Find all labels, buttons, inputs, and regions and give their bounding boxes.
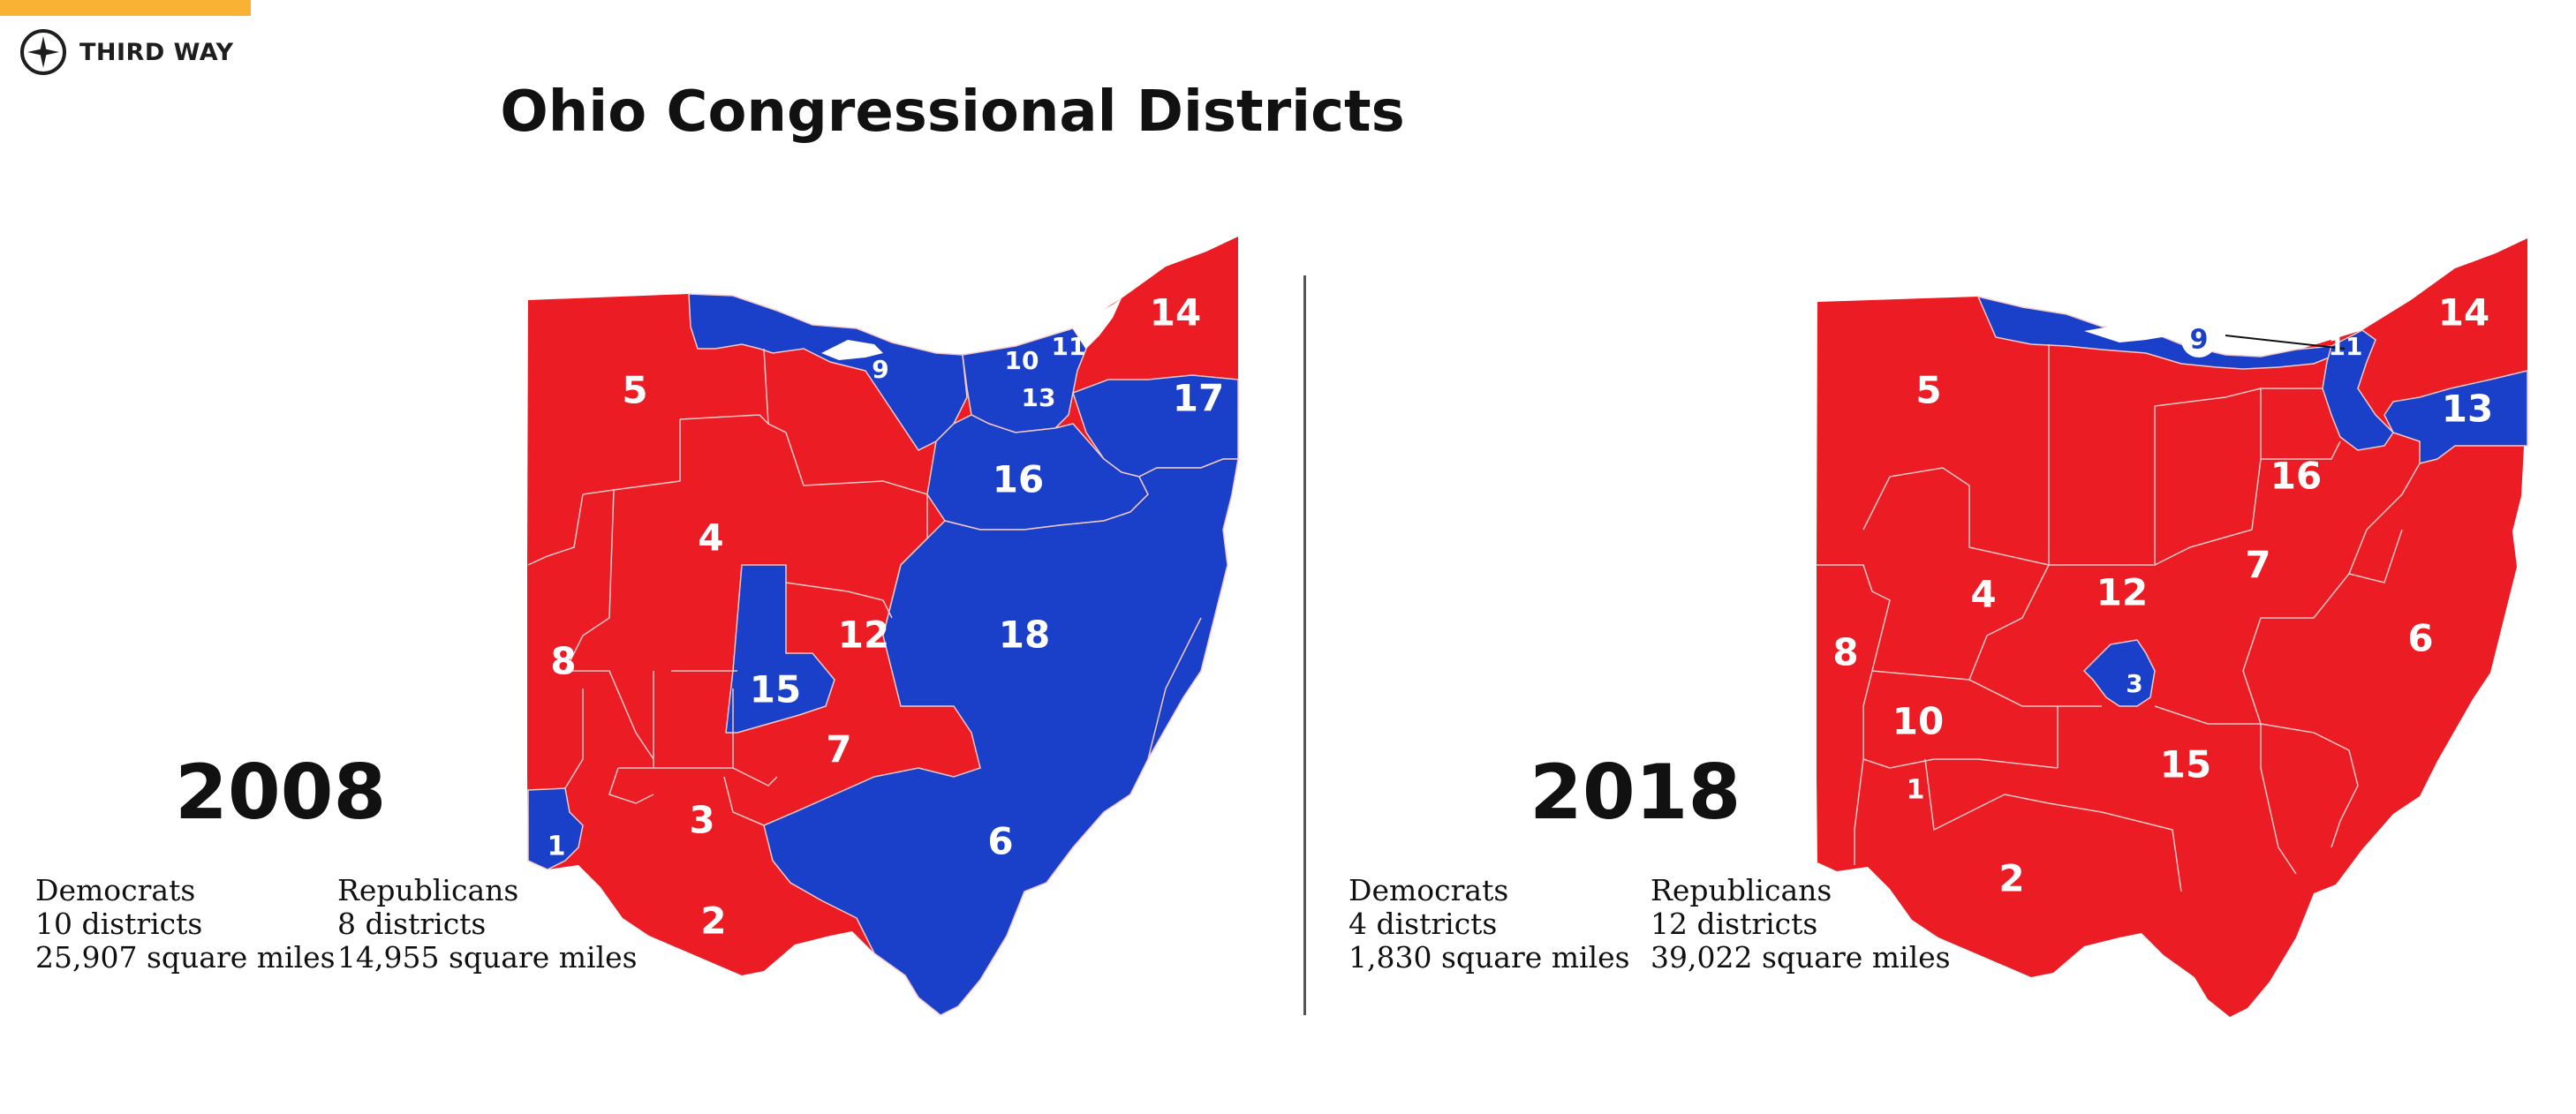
lake-erie-edge-2018 [2084, 325, 2172, 342]
label-2018-13: 13 [2442, 388, 2493, 431]
label-2008-7: 7 [826, 728, 851, 772]
page-title-text: Ohio Congressional Districts [500, 79, 1405, 145]
label-2008-4: 4 [698, 516, 723, 560]
label-2008-1: 1 [548, 832, 566, 862]
label-2008-8: 8 [550, 640, 576, 683]
label-2008-14: 14 [1150, 291, 1201, 335]
label-2018-11: 11 [2329, 332, 2363, 361]
accent-bar [0, 0, 251, 16]
district-labels-2018: 14 5 9 11 13 16 7 4 12 6 8 3 10 15 1 2 [1832, 291, 2493, 900]
label-2008-17: 17 [1173, 377, 1224, 420]
districts-democrats-2018: 4 districts [1348, 907, 1498, 941]
districts-republicans-2018: 12 districts [1651, 907, 1818, 941]
area-republicans-2008: 14,955 square miles [337, 940, 638, 975]
districts-republicans-2008: 8 districts [337, 907, 487, 941]
district-15-2008 [725, 564, 835, 734]
label-2008-9: 9 [872, 355, 888, 384]
label-2008-18: 18 [999, 613, 1050, 657]
label-2018-9: 9 [2190, 325, 2209, 356]
label-2008-3: 3 [689, 799, 714, 842]
district-borders-2018 [1817, 344, 2421, 892]
label-2008-13: 13 [1022, 383, 1056, 412]
district-borders-2008 [527, 348, 1202, 826]
stats-republicans-2008: Republicans 8 districts 14,955 square mi… [337, 874, 638, 975]
label-2018-14: 14 [2438, 291, 2489, 335]
label-2018-4: 4 [1970, 573, 1996, 616]
leader-line-9-2018 [2225, 335, 2346, 350]
label-2008-16: 16 [993, 458, 1044, 501]
district-11-2018 [2322, 329, 2394, 451]
stats-democrats-2008: Democrats 10 districts 25,907 square mil… [35, 874, 336, 975]
district-9-2008 [688, 293, 968, 451]
brand-logo[interactable]: THIRD WAY [19, 28, 234, 76]
label-2008-6: 6 [987, 820, 1013, 863]
lake-notch-2008 [1073, 298, 1122, 349]
label-2018-15: 15 [2160, 743, 2211, 787]
label-2008-11: 11 [1052, 332, 1086, 361]
label-republicans-2008: Republicans [337, 873, 519, 907]
label-2018-8: 8 [1832, 631, 1858, 674]
district-18-2008 [763, 458, 1239, 1016]
label-2008-5: 5 [622, 369, 647, 412]
page-title: Ohio Congressional Districts [0, 79, 2576, 145]
label-2008-10: 10 [1005, 346, 1039, 375]
label-2018-7: 7 [2245, 544, 2270, 587]
label-democrats-2008: Democrats [35, 873, 196, 907]
label-2018-12: 12 [2096, 571, 2148, 614]
year-2008: 2008 [175, 749, 387, 837]
label-2018-2: 2 [1998, 857, 2024, 900]
panel-divider [1303, 275, 1306, 1015]
stats-republicans-2018: Republicans 12 districts 39,022 square m… [1651, 874, 1951, 975]
stats-democrats-2018: Democrats 4 districts 1,830 square miles [1348, 874, 1630, 975]
area-democrats-2018: 1,830 square miles [1348, 940, 1630, 975]
year-2018: 2018 [1530, 749, 1741, 837]
label-2018-5: 5 [1915, 369, 1941, 412]
area-republicans-2018: 39,022 square miles [1651, 940, 1951, 975]
district-1-2008 [527, 787, 584, 870]
label-republicans-2018: Republicans [1651, 873, 1832, 907]
label-2018-1: 1 [1907, 775, 1925, 806]
compass-icon [20, 29, 66, 75]
lake-erie-edge-2008 [821, 340, 883, 360]
area-democrats-2008: 25,907 square miles [35, 940, 336, 975]
brand-name: THIRD WAY [79, 38, 234, 66]
label-democrats-2018: Democrats [1348, 873, 1509, 907]
label-2018-3: 3 [2126, 669, 2142, 698]
label-bg-9-2018 [2181, 322, 2217, 358]
districts-democrats-2008: 10 districts [35, 907, 203, 941]
label-2018-6: 6 [2407, 617, 2433, 660]
label-2008-2: 2 [700, 899, 726, 943]
district-labels-2008: 14 5 9 10 11 13 17 16 4 12 18 8 15 7 1 3… [548, 291, 1225, 943]
district-3-2018 [2082, 639, 2156, 707]
label-2018-10: 10 [1892, 700, 1944, 743]
label-2008-12: 12 [838, 613, 889, 657]
label-2008-15: 15 [750, 668, 801, 711]
district-13-2018 [2383, 370, 2528, 464]
label-2018-16: 16 [2270, 455, 2322, 498]
